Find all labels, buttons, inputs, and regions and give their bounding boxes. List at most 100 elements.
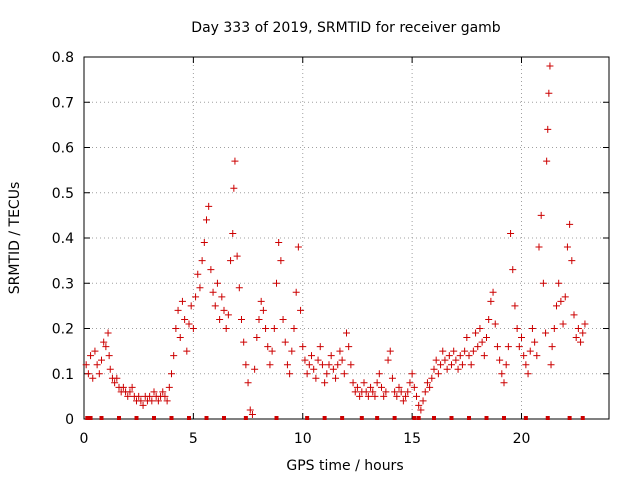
data-point	[353, 383, 361, 391]
data-point	[349, 379, 357, 387]
data-point	[386, 347, 394, 355]
data-point	[104, 329, 112, 337]
data-point	[522, 361, 530, 369]
data-points	[82, 62, 589, 420]
data-point	[581, 320, 589, 328]
data-point	[570, 311, 578, 319]
data-point	[369, 388, 377, 396]
data-point	[545, 89, 553, 97]
data-point	[251, 365, 259, 373]
data-point	[393, 392, 401, 400]
data-point	[297, 306, 305, 314]
data-point	[323, 370, 331, 378]
data-point	[483, 334, 490, 342]
y-tick-label: 0.4	[52, 231, 74, 247]
data-point	[165, 383, 173, 391]
data-point	[98, 356, 105, 364]
data-point	[185, 320, 193, 328]
data-point	[493, 343, 501, 351]
data-point	[472, 329, 480, 337]
x-tick-label: 15	[403, 431, 421, 447]
data-point	[113, 374, 121, 382]
data-point	[378, 383, 385, 391]
data-point	[397, 388, 405, 396]
data-point	[124, 392, 132, 400]
data-point	[119, 383, 127, 391]
data-point	[423, 379, 431, 387]
zero-marker	[467, 416, 471, 420]
data-point	[528, 325, 536, 332]
y-tick-label: 0.1	[52, 367, 74, 383]
data-point	[485, 315, 493, 323]
data-point	[375, 370, 383, 378]
data-point	[343, 329, 350, 337]
data-point	[572, 334, 580, 342]
data-point	[399, 397, 407, 405]
y-tick-label: 0.3	[52, 276, 74, 292]
data-point	[557, 297, 565, 305]
data-point	[542, 329, 550, 337]
data-point	[146, 392, 154, 400]
data-point	[229, 229, 237, 237]
data-point	[535, 243, 543, 251]
data-point	[233, 252, 241, 260]
data-point	[566, 220, 574, 228]
data-point	[275, 239, 283, 247]
data-point	[277, 257, 285, 265]
data-point	[150, 388, 158, 396]
data-point	[434, 370, 442, 378]
data-point	[257, 297, 265, 305]
data-point	[559, 320, 567, 328]
data-point	[454, 365, 462, 373]
data-point	[531, 338, 539, 346]
data-point	[230, 184, 238, 192]
data-point	[568, 257, 576, 265]
data-point	[318, 361, 326, 369]
data-point	[102, 343, 110, 351]
data-point	[487, 297, 495, 305]
zero-marker	[432, 416, 436, 420]
data-point	[384, 356, 392, 364]
y-axis-label: SRMTID / TECUs	[7, 182, 23, 295]
data-point	[137, 397, 145, 405]
data-point	[408, 370, 416, 378]
x-axis-label: GPS time / hours	[286, 458, 403, 474]
data-point	[303, 370, 311, 378]
data-point	[253, 334, 261, 342]
data-point	[496, 356, 504, 364]
data-point	[111, 379, 119, 387]
zero-marker	[484, 416, 489, 420]
data-point	[205, 202, 213, 210]
data-point	[279, 315, 287, 323]
zero-marker	[243, 416, 248, 420]
data-point	[544, 125, 552, 133]
data-point	[264, 343, 272, 351]
zero-marker	[580, 416, 585, 420]
data-point	[439, 347, 447, 355]
zero-marker	[392, 416, 397, 420]
data-point	[325, 361, 333, 369]
data-point	[507, 229, 515, 237]
data-point	[430, 365, 438, 373]
data-point	[458, 361, 466, 369]
data-point	[266, 361, 274, 369]
data-point	[489, 288, 497, 296]
data-point	[426, 383, 434, 391]
data-point	[327, 352, 335, 360]
data-point	[550, 325, 558, 332]
zero-marker	[204, 416, 209, 420]
y-tick-label: 0.7	[52, 95, 74, 111]
data-point	[502, 361, 510, 369]
data-point	[445, 352, 453, 360]
data-point	[211, 302, 219, 310]
data-point	[415, 401, 423, 409]
data-point	[480, 352, 488, 360]
data-point	[288, 347, 296, 355]
data-point	[100, 338, 108, 346]
y-tick-label: 0.2	[52, 322, 74, 338]
data-point	[84, 370, 92, 378]
data-point	[310, 365, 318, 373]
data-point	[463, 334, 471, 342]
zero-marker	[567, 416, 572, 420]
data-point	[524, 370, 532, 378]
